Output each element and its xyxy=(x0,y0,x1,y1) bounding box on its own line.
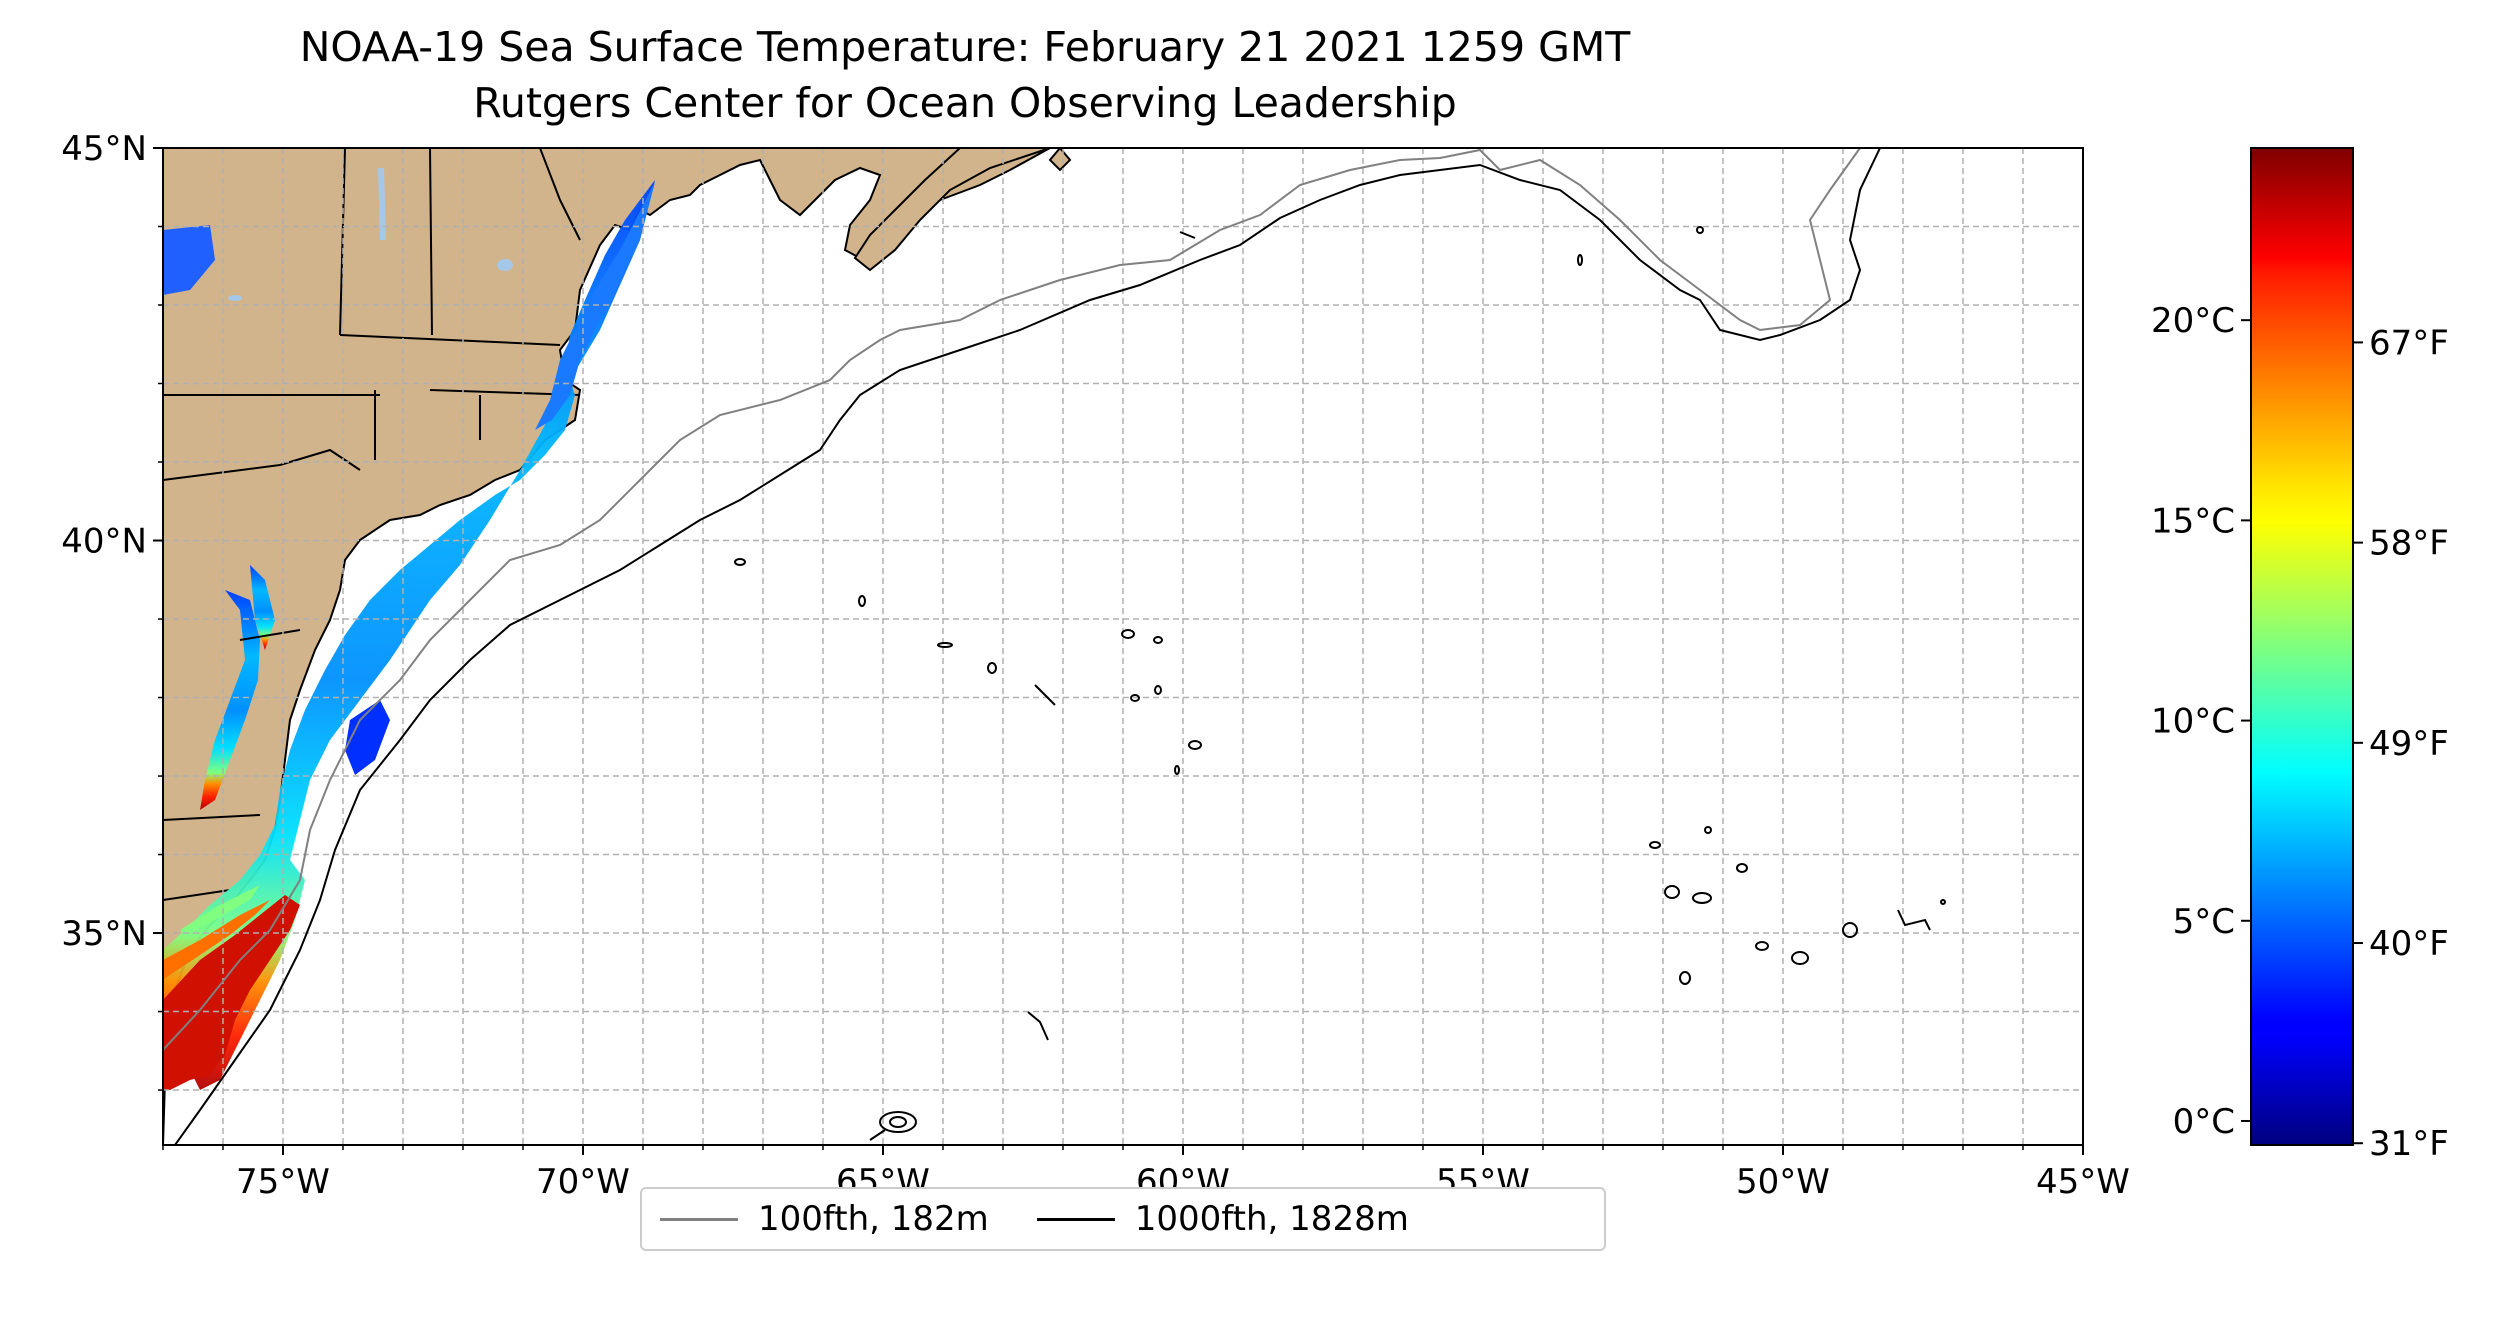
cb-label-f: 58°F xyxy=(2369,524,2449,564)
lat-tick-label: 40°N xyxy=(61,522,147,562)
sst-gulf-maine xyxy=(535,182,655,430)
legend-item-1000fth: 1000fth, 1828m xyxy=(1036,1199,1409,1239)
contour-1000fth xyxy=(174,148,1881,1145)
seamounts xyxy=(734,226,1946,1141)
legend-label-100fth: 100fth, 182m xyxy=(758,1199,989,1239)
cb-label-c: 10°C xyxy=(2151,702,2235,742)
land-newfoundland xyxy=(1048,148,1072,172)
map-area xyxy=(163,148,2083,1145)
legend-line-gray xyxy=(660,1217,738,1221)
sst-warm-gulfstream xyxy=(163,895,300,1090)
chart-subtitle: Rutgers Center for Ocean Observing Leade… xyxy=(473,79,1457,127)
lat-axis: 35°N 40°N 45°N xyxy=(61,129,163,1091)
colorbar xyxy=(2250,147,2354,1146)
chart-title: NOAA-19 Sea Surface Temperature: Februar… xyxy=(299,23,1631,71)
cb-label-f: 67°F xyxy=(2369,323,2449,363)
lon-tick-label: 75°W xyxy=(236,1162,330,1202)
lat-tick-label: 45°N xyxy=(61,129,147,169)
lake-champlain xyxy=(378,168,386,240)
lon-axis: 75°W 70°W 65°W 60°W 55°W 50°W 45°W xyxy=(162,1145,2130,1202)
delaware-bay xyxy=(250,565,275,650)
cb-label-c: 0°C xyxy=(2173,1102,2235,1142)
cb-label-f: 49°F xyxy=(2369,724,2449,764)
lon-tick-label: 70°W xyxy=(536,1162,630,1202)
legend-item-100fth: 100fth, 182m xyxy=(660,1199,989,1239)
legend-label-1000fth: 1000fth, 1828m xyxy=(1134,1199,1409,1239)
lon-tick-label: 50°W xyxy=(1736,1162,1830,1202)
cb-label-c: 20°C xyxy=(2151,301,2235,341)
chesapeake-bay xyxy=(200,590,260,810)
cb-label-c: 5°C xyxy=(2173,902,2235,942)
cb-label-c: 15°C xyxy=(2151,501,2235,541)
lat-tick-label: 35°N xyxy=(61,914,147,954)
lon-tick-label: 45°W xyxy=(2036,1162,2130,1202)
cb-label-f: 31°F xyxy=(2369,1124,2449,1164)
colorbar-ticks: 0°C 5°C 10°C 15°C 20°C 31°F 40°F 49°F 58°F 67°F xyxy=(2151,301,2449,1164)
cb-label-f: 40°F xyxy=(2369,924,2449,964)
lake-ontario-east xyxy=(163,225,215,295)
sst-swath xyxy=(163,180,655,1090)
legend: 100fth, 182m 1000fth, 1828m xyxy=(640,1187,1606,1251)
lake-winnipesaukee xyxy=(497,259,513,271)
legend-line-black xyxy=(1036,1217,1115,1221)
contour-100fth xyxy=(163,148,1861,1051)
gridlines xyxy=(163,148,2083,1145)
